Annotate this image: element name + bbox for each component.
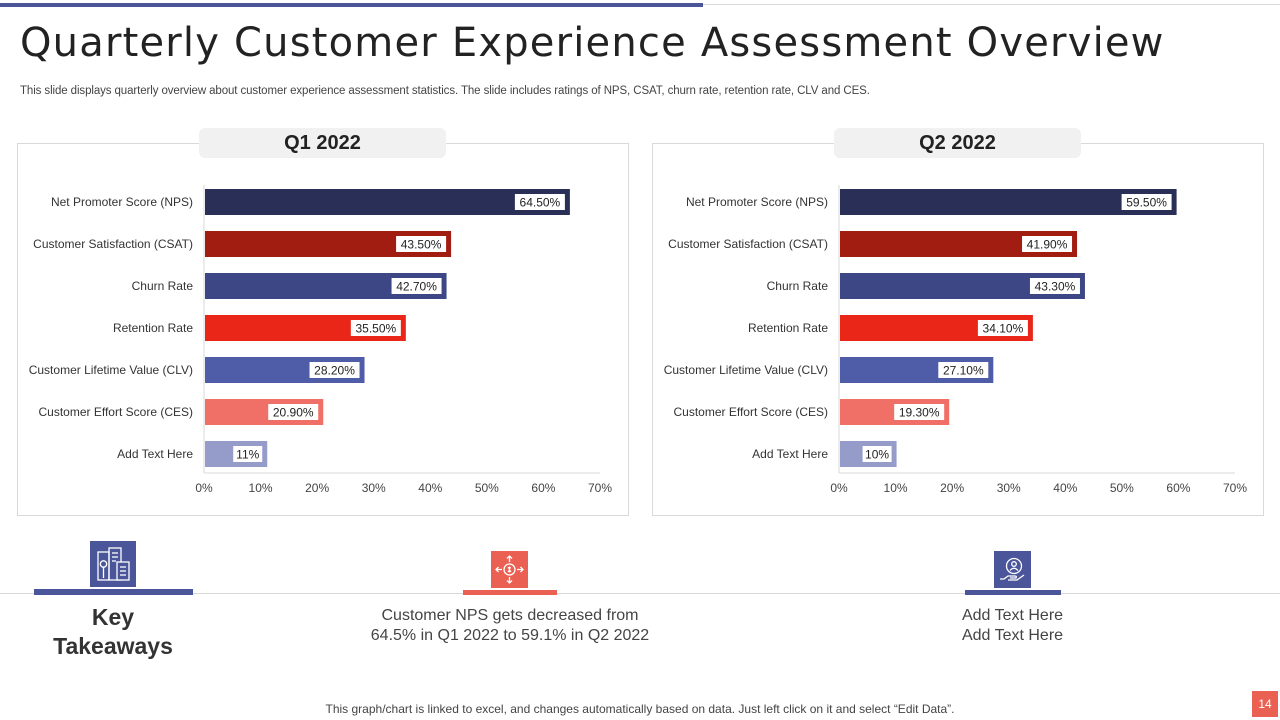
category-label: Add Text Here xyxy=(752,447,828,461)
hand-user-icon xyxy=(994,551,1031,588)
category-label: Customer Satisfaction (CSAT) xyxy=(33,237,193,251)
data-label-box xyxy=(391,278,442,294)
takeaway-1-bar xyxy=(463,590,557,595)
takeaways-divider xyxy=(0,593,1280,594)
x-tick-label: 10% xyxy=(249,481,273,495)
x-tick-label: 50% xyxy=(1110,481,1134,495)
bar-chart-q2[interactable]: 0% 10% 20% 30% 40% 50% 60% 70% Net Promoter Scor… xyxy=(653,144,1265,517)
key-takeaways-title: Key Takeaways xyxy=(53,604,173,659)
category-label: Churn Rate xyxy=(767,279,829,293)
chart-panel-q1[interactable]: 0% 10% 20% 30% 40% 50% 60% 70% Net Promoter Scor… xyxy=(17,143,629,516)
category-label: Net Promoter Score (NPS) xyxy=(51,195,193,209)
x-tick-label: 20% xyxy=(940,481,964,495)
money-exchange-icon xyxy=(491,551,528,588)
x-tick-label: 60% xyxy=(1166,481,1190,495)
data-label-box xyxy=(396,236,447,252)
takeaway-2-text: Add Text Here Add Text Here xyxy=(890,606,1135,645)
data-label-box xyxy=(268,404,319,420)
data-label-box xyxy=(350,320,401,336)
data-label: 64.50% xyxy=(520,196,561,210)
takeaway-1-line-1: Customer NPS gets decreased from xyxy=(381,607,639,624)
data-label: 28.20% xyxy=(314,364,355,378)
building-report-icon xyxy=(90,541,136,587)
x-tick-label: 40% xyxy=(1053,481,1077,495)
x-tick-label: 60% xyxy=(531,481,555,495)
category-label: Customer Effort Score (CES) xyxy=(674,405,829,419)
chart-title-q1: Q1 2022 xyxy=(199,128,446,158)
x-tick-label: 10% xyxy=(884,481,908,495)
data-label: 19.30% xyxy=(899,406,940,420)
chart-panel-q2[interactable]: 0% 10% 20% 30% 40% 50% 60% 70% Net Promoter Scor… xyxy=(652,143,1264,516)
x-tick-label: 70% xyxy=(588,481,612,495)
data-label-box xyxy=(938,362,989,378)
page-title: Quarterly Customer Experience Assessment… xyxy=(20,20,1165,66)
data-label: 43.50% xyxy=(401,238,442,252)
data-label-box xyxy=(1121,194,1172,210)
data-label: 41.90% xyxy=(1027,238,1068,252)
category-label: Customer Lifetime Value (CLV) xyxy=(664,363,828,377)
category-label: Retention Rate xyxy=(748,321,828,335)
data-label: 43.30% xyxy=(1035,280,1076,294)
data-label: 11% xyxy=(236,448,259,462)
bar[interactable] xyxy=(840,189,1177,215)
page-number: 14 xyxy=(1252,691,1278,717)
takeaway-2-bar xyxy=(965,590,1061,595)
data-label-box xyxy=(1029,278,1080,294)
data-label: 34.10% xyxy=(983,322,1024,336)
footnote: This graph/chart is linked to excel, and… xyxy=(325,702,955,716)
data-label-box xyxy=(233,446,263,462)
takeaway-1-line-2: 64.5% in Q1 2022 to 59.1% in Q2 2022 xyxy=(370,626,650,644)
takeaway-1-text: Customer NPS gets decreased from 64.5% i… xyxy=(340,606,680,645)
key-takeaways-bar xyxy=(34,589,193,595)
x-tick-label: 40% xyxy=(418,481,442,495)
data-label: 42.70% xyxy=(396,280,437,294)
x-tick-label: 70% xyxy=(1223,481,1247,495)
category-label: Net Promoter Score (NPS) xyxy=(686,195,828,209)
x-tick-label: 20% xyxy=(305,481,329,495)
category-label: Customer Effort Score (CES) xyxy=(39,405,194,419)
x-tick-label: 50% xyxy=(475,481,499,495)
data-label-box xyxy=(894,404,945,420)
data-label: 20.90% xyxy=(273,406,314,420)
data-label-box xyxy=(514,194,565,210)
bar[interactable] xyxy=(205,189,570,215)
data-label: 27.10% xyxy=(943,364,984,378)
category-label: Customer Satisfaction (CSAT) xyxy=(668,237,828,251)
data-label-box xyxy=(977,320,1028,336)
data-label-box xyxy=(862,446,892,462)
x-tick-label: 0% xyxy=(195,481,213,495)
page-subtitle: This slide displays quarterly overview a… xyxy=(20,85,870,97)
takeaway-2-line-1: Add Text Here xyxy=(961,607,1064,624)
category-label: Add Text Here xyxy=(117,447,193,461)
category-label: Customer Lifetime Value (CLV) xyxy=(29,363,193,377)
data-label-box xyxy=(1022,236,1073,252)
data-label: 35.50% xyxy=(355,322,396,336)
x-tick-label: 30% xyxy=(362,481,386,495)
data-label: 59.50% xyxy=(1126,196,1167,210)
takeaway-2-line-2: Add Text Here xyxy=(961,626,1064,644)
data-label-box xyxy=(309,362,360,378)
category-label: Churn Rate xyxy=(132,279,194,293)
x-tick-label: 0% xyxy=(830,481,848,495)
bar-chart-q1[interactable]: 0% 10% 20% 30% 40% 50% 60% 70% Net Promoter Scor… xyxy=(18,144,630,517)
chart-title-q2: Q2 2022 xyxy=(834,128,1081,158)
data-label: 10% xyxy=(865,448,889,462)
category-label: Retention Rate xyxy=(113,321,193,335)
x-tick-label: 30% xyxy=(997,481,1021,495)
top-accent-bar xyxy=(0,3,703,7)
